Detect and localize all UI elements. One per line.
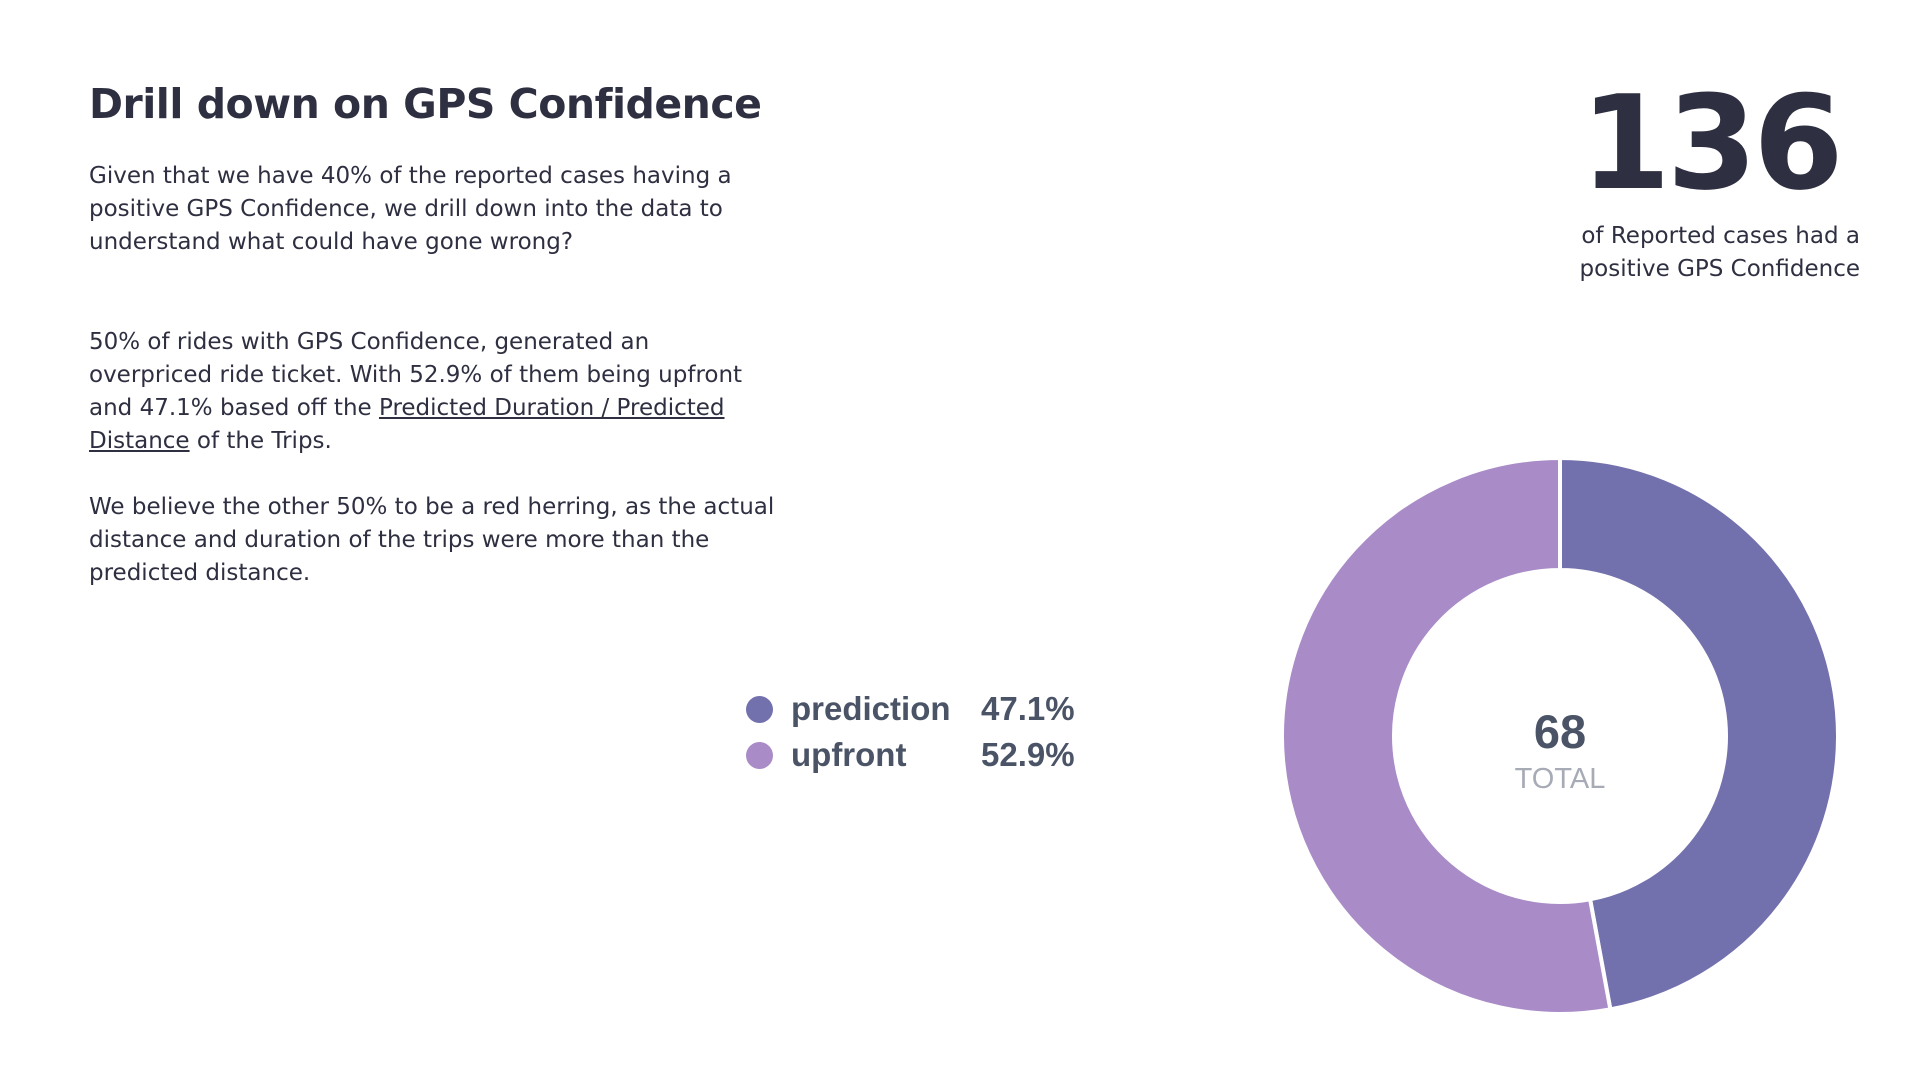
kpi-caption-line-1: of Reported cases had a	[1581, 223, 1860, 249]
legend-label-prediction: prediction	[791, 690, 951, 727]
donut-slice-prediction	[1558, 455, 1840, 1012]
findings-text-after: of the Trips.	[189, 428, 332, 454]
chart-legend: prediction 47.1% upfront 52.9%	[746, 686, 1075, 778]
legend-item-upfront: upfront 52.9%	[746, 732, 1075, 778]
legend-label-upfront: upfront	[791, 736, 907, 773]
page-title: Drill down on GPS Confidence	[89, 80, 762, 128]
findings-text-before: 50% of rides with GPS Confidence, genera…	[89, 329, 743, 421]
donut-slices	[1280, 455, 1840, 1016]
legend-item-prediction: prediction 47.1%	[746, 686, 1075, 732]
findings-paragraph: 50% of rides with GPS Confidence, genera…	[89, 326, 769, 458]
red-herring-paragraph: We believe the other 50% to be a red her…	[89, 494, 775, 586]
donut-slice-upfront	[1280, 455, 1613, 1016]
donut-center-value: 68	[1534, 705, 1586, 758]
kpi-value: 136	[1580, 67, 1843, 219]
intro-paragraph: Given that we have 40% of the reported c…	[89, 163, 732, 255]
legend-swatch-prediction	[746, 695, 773, 723]
predicted-duration-distance-link[interactable]: Predicted Duration / Predicted Distance	[89, 395, 725, 454]
legend-value-upfront: 52.9%	[981, 736, 1075, 773]
kpi-caption: of Reported cases had a positive GPS Con…	[1500, 220, 1860, 286]
legend-value-prediction: 47.1%	[981, 690, 1075, 727]
legend-swatch-upfront	[746, 741, 773, 769]
donut-chart: 68 TOTAL	[1280, 455, 1840, 1016]
donut-center-label: TOTAL	[1515, 763, 1606, 795]
kpi-caption-line-2: positive GPS Confidence	[1579, 256, 1860, 282]
